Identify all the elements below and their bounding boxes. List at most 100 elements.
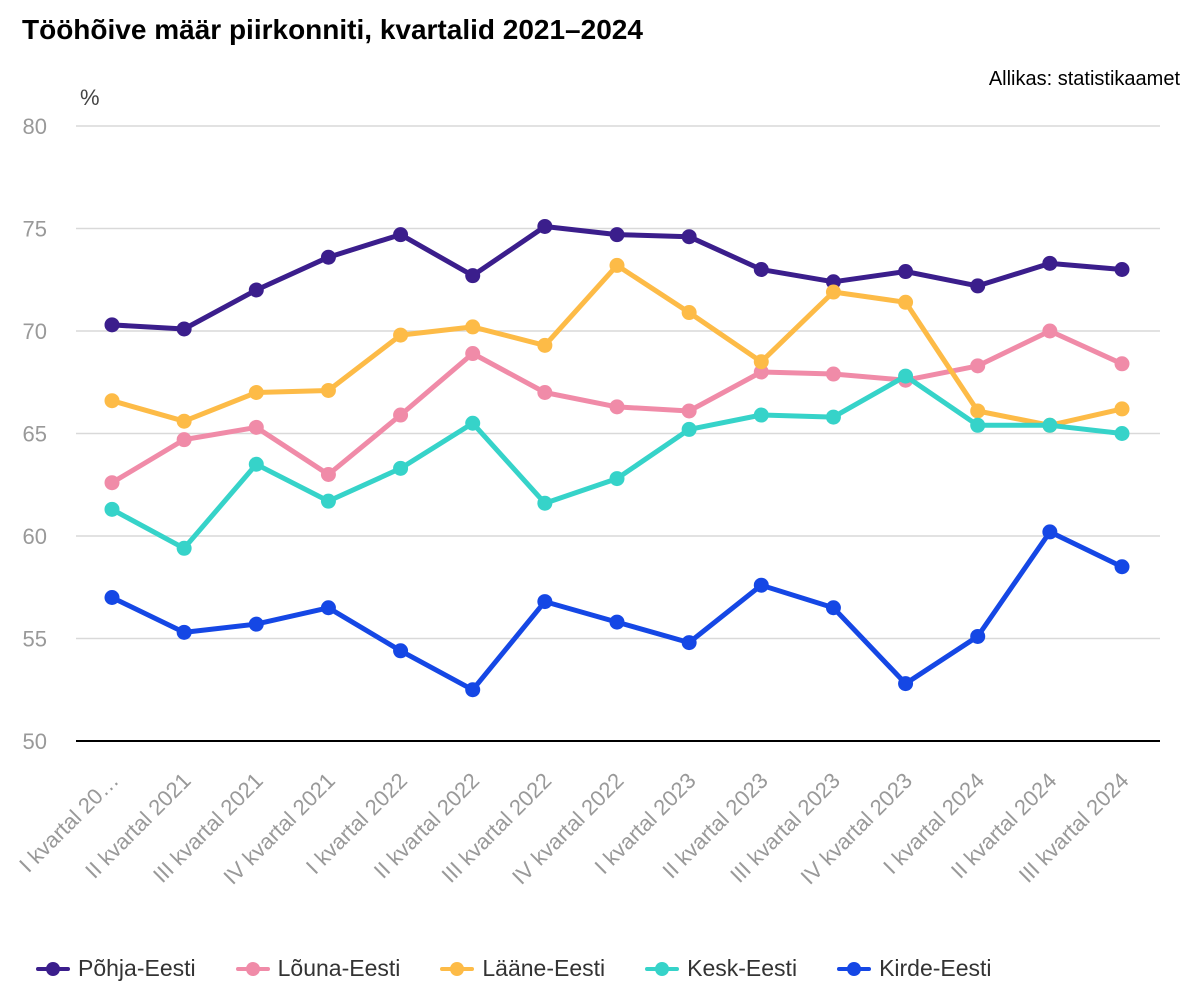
y-tick-label: 75 <box>23 217 47 242</box>
series-line <box>109 529 1125 693</box>
legend-label: Lääne-Eesti <box>482 955 606 981</box>
data-point <box>1114 426 1130 441</box>
legend-label: Kirde-Eesti <box>879 955 992 981</box>
data-point <box>970 278 986 294</box>
y-tick-label: 80 <box>23 114 47 139</box>
data-point <box>1114 262 1130 277</box>
data-point <box>176 321 192 337</box>
data-point <box>825 366 841 382</box>
source-note: Allikas: statistikaamet <box>988 68 1180 90</box>
y-tick-label: 65 <box>23 422 47 447</box>
y-tick-label: 60 <box>23 524 47 549</box>
data-point <box>248 385 264 400</box>
data-point <box>1042 524 1058 540</box>
data-point <box>970 417 986 433</box>
data-point <box>681 421 697 437</box>
data-point <box>609 227 625 243</box>
legend-swatch-icon <box>235 961 270 976</box>
data-point <box>825 600 841 616</box>
data-point <box>176 540 192 556</box>
data-point <box>609 614 625 630</box>
data-point <box>393 327 409 343</box>
data-point <box>104 475 120 491</box>
legend-item[interactable]: Lõuna-Eesti <box>235 955 401 982</box>
data-point <box>681 635 697 651</box>
data-point <box>320 467 336 482</box>
data-point <box>537 594 553 610</box>
legend-item[interactable]: Põhja-Eesti <box>36 955 196 982</box>
legend-swatch-icon <box>440 961 475 976</box>
legend-swatch-icon <box>837 961 872 976</box>
legend-label: Lõuna-Eesti <box>277 955 401 981</box>
data-point <box>898 368 914 384</box>
data-point <box>825 284 841 300</box>
data-point <box>753 407 769 423</box>
data-point <box>1114 356 1130 372</box>
data-point <box>681 229 697 245</box>
data-point <box>1114 559 1130 575</box>
data-point <box>970 358 986 374</box>
data-point <box>465 319 481 335</box>
data-point <box>681 403 697 419</box>
data-point <box>609 471 625 487</box>
data-point <box>465 268 481 284</box>
data-point <box>537 218 553 234</box>
legend-item[interactable]: Kesk-Eesti <box>645 955 797 982</box>
data-point <box>970 628 986 644</box>
data-point <box>393 227 409 243</box>
data-point <box>898 676 914 692</box>
data-point <box>753 364 769 380</box>
legend-item[interactable]: Lääne-Eesti <box>440 955 605 982</box>
data-point <box>825 409 841 425</box>
data-point <box>609 399 625 415</box>
data-point <box>753 354 769 370</box>
data-point <box>176 624 192 640</box>
data-point <box>753 262 769 277</box>
data-point <box>393 643 409 659</box>
data-point <box>320 382 336 398</box>
data-point <box>393 460 409 476</box>
data-point <box>537 385 553 400</box>
y-axis-label: % <box>80 85 100 110</box>
data-point <box>465 346 481 362</box>
data-point <box>248 616 264 632</box>
data-point <box>104 501 120 517</box>
data-point <box>248 282 264 298</box>
data-point <box>104 590 120 605</box>
chart-legend: Põhja-Eesti Lõuna-Eesti Lääne-Eesti Kesk-Ee… <box>36 955 1032 982</box>
data-point <box>681 305 697 321</box>
data-point <box>104 317 120 333</box>
legend-label: Põhja-Eesti <box>78 955 196 981</box>
data-point <box>104 393 120 409</box>
data-point <box>1114 401 1130 417</box>
legend-label: Kesk-Eesti <box>687 955 798 981</box>
data-point <box>609 257 625 273</box>
data-point <box>320 600 336 616</box>
data-point <box>898 264 914 280</box>
data-point <box>393 407 409 423</box>
data-point <box>537 337 553 353</box>
y-tick-label: 55 <box>23 627 47 652</box>
data-point <box>465 415 481 431</box>
data-point <box>176 413 192 429</box>
data-point <box>970 403 986 419</box>
data-point <box>753 577 769 593</box>
data-point <box>1042 255 1058 271</box>
data-point <box>320 493 336 509</box>
data-point <box>898 294 914 310</box>
data-point <box>248 456 264 472</box>
y-tick-label: 50 <box>23 729 47 754</box>
data-point <box>1042 323 1058 339</box>
legend-swatch-icon <box>645 961 680 976</box>
data-point <box>320 249 336 265</box>
data-point <box>825 274 841 290</box>
data-point <box>465 682 481 698</box>
chart-title: Tööhõive määr piirkonniti, kvartalid 202… <box>22 14 643 45</box>
data-point <box>248 419 264 435</box>
data-point <box>1042 417 1058 433</box>
legend-item[interactable]: Kirde-Eesti <box>837 955 992 982</box>
y-tick-label: 70 <box>23 319 47 344</box>
data-point <box>537 495 553 511</box>
legend-swatch-icon <box>36 961 70 976</box>
